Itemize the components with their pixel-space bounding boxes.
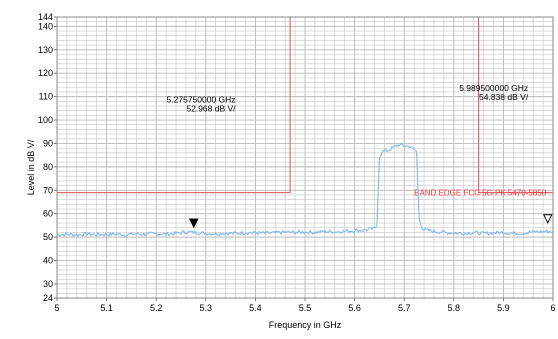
y-tick-label: 30 — [43, 279, 53, 289]
x-tick-label: 6 — [550, 303, 555, 313]
y-tick-label: 50 — [43, 232, 53, 242]
y-tick-label: 80 — [43, 162, 53, 172]
x-tick-label: 5.1 — [100, 303, 113, 313]
y-tick-label: 120 — [38, 68, 53, 78]
x-tick-label: 5.5 — [299, 303, 312, 313]
plot-frame — [56, 16, 554, 299]
x-axis-title: Frequency in GHz — [269, 320, 342, 330]
y-tick-label: 110 — [39, 92, 53, 102]
trace-layer — [56, 142, 554, 238]
x-tick-label: 5.6 — [348, 303, 361, 313]
marker-2-triangle — [542, 214, 553, 224]
x-tick-label: 5.3 — [200, 303, 213, 313]
y-tick-label: 40 — [43, 256, 53, 266]
spectrum-trace — [56, 142, 554, 238]
y-tick-label: 90 — [43, 138, 53, 148]
marker-frequency-label: 5.275750000 GHz — [167, 94, 236, 104]
y-tick-label: 60 — [43, 209, 53, 219]
x-tick-label: 5.7 — [398, 303, 411, 313]
x-tick-label: 5.9 — [497, 303, 510, 313]
y-tick-label: 100 — [38, 115, 53, 125]
y-tick-label: 130 — [38, 45, 53, 55]
x-tick-label: 5.4 — [249, 303, 262, 313]
y-axis-title: Level in dB V/ — [26, 139, 36, 195]
y-tick-label: 140 — [38, 21, 53, 31]
y-tick-label: 24 — [43, 293, 53, 303]
marker-level-label: 52.968 dB V/ — [186, 103, 236, 113]
y-tick-label: 144 — [38, 12, 53, 22]
marker-level-label: 54.838 dB V/ — [479, 92, 529, 102]
y-tick-label: 70 — [43, 185, 53, 195]
grid-layer — [56, 16, 554, 299]
x-tick-label: 5 — [54, 303, 59, 313]
limit-layer: BAND EDGE FCC 5G PK 5470-5850 — [57, 17, 553, 198]
x-tick-label: 5.8 — [448, 303, 461, 313]
limit-line-label: BAND EDGE FCC 5G PK 5470-5850 — [414, 189, 547, 198]
x-tick-label: 5.2 — [150, 303, 163, 313]
marker-1-triangle — [188, 218, 199, 229]
marker-frequency-label: 5.989500000 GHz — [459, 83, 528, 93]
